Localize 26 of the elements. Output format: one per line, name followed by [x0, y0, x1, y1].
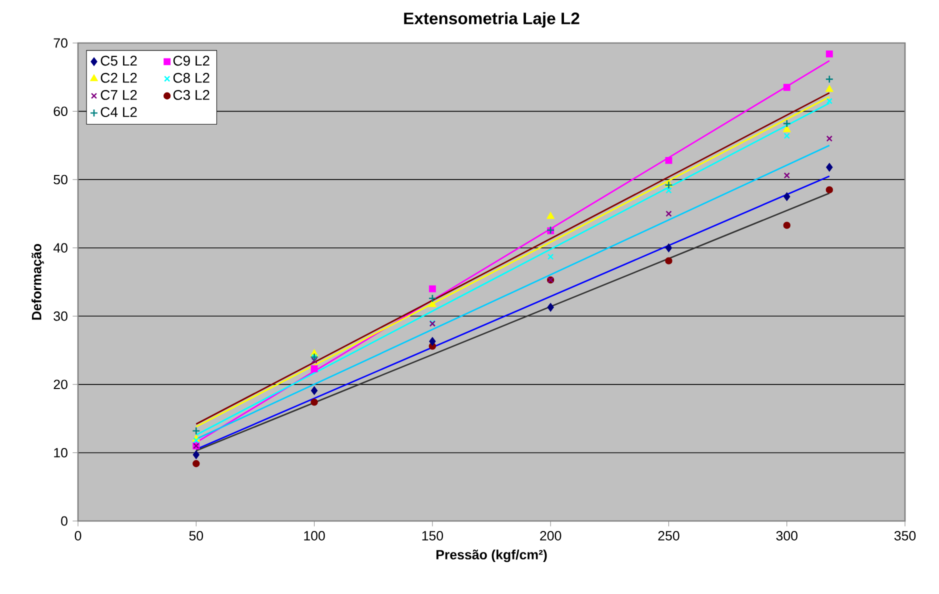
x-tick-label: 300 [776, 531, 798, 540]
legend-label: C2 L2 [100, 72, 137, 83]
x-tick-label: 100 [304, 531, 325, 540]
x-tick-label: 50 [189, 531, 204, 540]
legend-label: C3 L2 [173, 90, 210, 100]
x-tick-label: 350 [894, 531, 916, 540]
x-tick-label: 0 [74, 531, 82, 540]
x-axis-title: Pressão (kgf/cm²) [436, 550, 547, 562]
chart-title: Extensometria Laje L2 [404, 12, 580, 28]
x-tick-label: 200 [540, 531, 562, 540]
y-tick-label: 20 [54, 380, 68, 390]
y-tick-label: 70 [54, 38, 68, 48]
y-tick-label: 0 [61, 516, 68, 526]
x-tick-label: 150 [422, 531, 444, 540]
legend-label: C8 L2 [173, 72, 210, 83]
y-tick-label: 60 [54, 106, 68, 116]
x-tick-label: 250 [658, 531, 680, 540]
y-axis-title: Deformação [32, 244, 44, 320]
y-tick-label: 10 [54, 448, 68, 458]
legend-label: C4 L2 [100, 107, 137, 118]
legend-label: C7 L2 [100, 90, 137, 100]
legend-label: C5 L2 [100, 56, 137, 66]
legend-label: C9 L2 [173, 56, 210, 66]
y-tick-label: 30 [54, 311, 68, 321]
y-tick-label: 40 [53, 243, 68, 253]
y-tick-label: 50 [54, 174, 68, 184]
